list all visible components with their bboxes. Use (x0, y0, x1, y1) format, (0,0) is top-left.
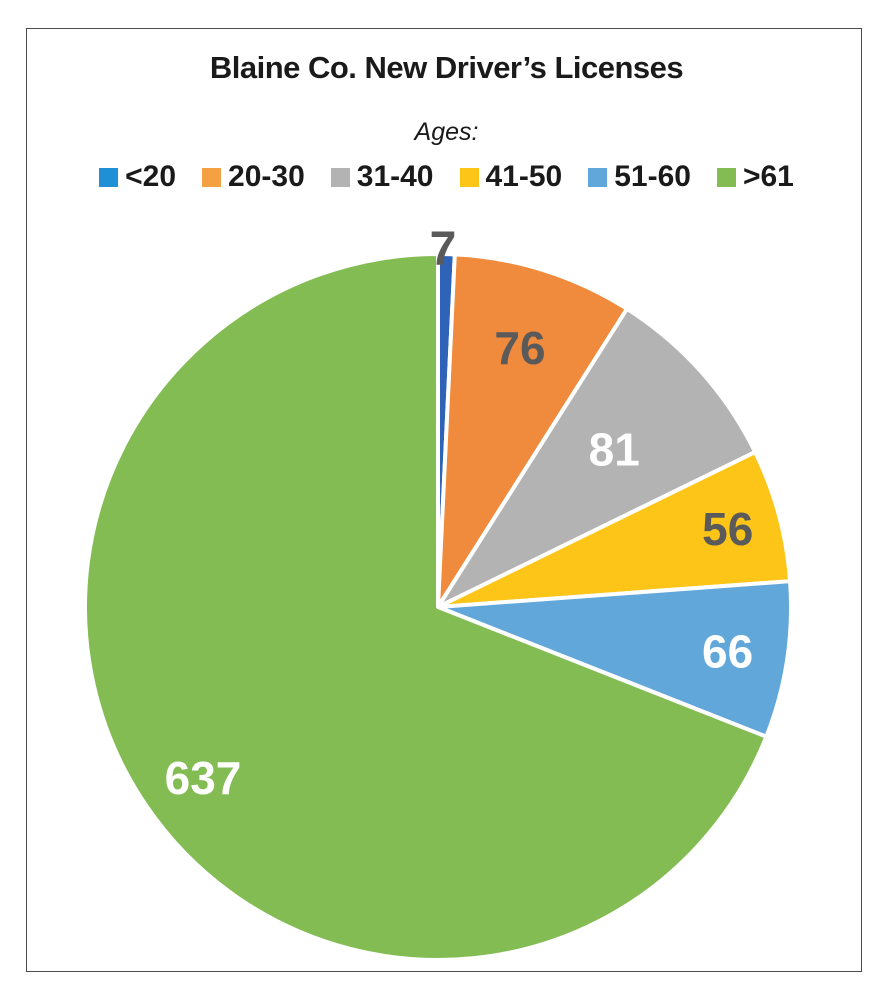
legend-swatch (99, 167, 119, 187)
legend-label: >61 (742, 160, 794, 193)
data-label: 76 (494, 322, 545, 374)
legend-swatch (588, 167, 608, 187)
data-label: 66 (702, 625, 753, 677)
chart-subtitle: Ages: (414, 118, 479, 146)
legend-label: <20 (125, 160, 177, 193)
pie-slice (436, 252, 629, 609)
legend-label: 20-30 (228, 160, 305, 193)
pie-slice (436, 579, 793, 739)
chart-title: Blaine Co. New Driver’s Licenses (209, 50, 684, 85)
legend-swatch (202, 167, 222, 187)
legend-label: 31-40 (356, 160, 434, 193)
data-label: 81 (589, 423, 640, 475)
data-label: 56 (702, 503, 753, 555)
legend-swatch (716, 167, 736, 187)
legend-swatch (459, 167, 479, 187)
legend-item: 20-30 (202, 160, 305, 194)
legend-item: 31-40 (330, 160, 434, 194)
legend-label: 41-50 (485, 160, 563, 193)
legend-item: >61 (716, 160, 794, 194)
legend-item: 41-50 (459, 160, 563, 194)
data-label: 7 (430, 223, 457, 276)
legend-swatch (330, 167, 350, 187)
pie-slice (436, 306, 758, 609)
legend-item: 51-60 (588, 160, 691, 194)
chart-legend: <20 20-30 31-40 41-50 51-60 >61 (0, 160, 893, 194)
pie-slice (83, 252, 769, 962)
data-label: 637 (165, 752, 242, 804)
pie-slice (436, 450, 793, 609)
legend-label: 51-60 (614, 160, 691, 193)
legend-item: <20 (99, 160, 176, 194)
